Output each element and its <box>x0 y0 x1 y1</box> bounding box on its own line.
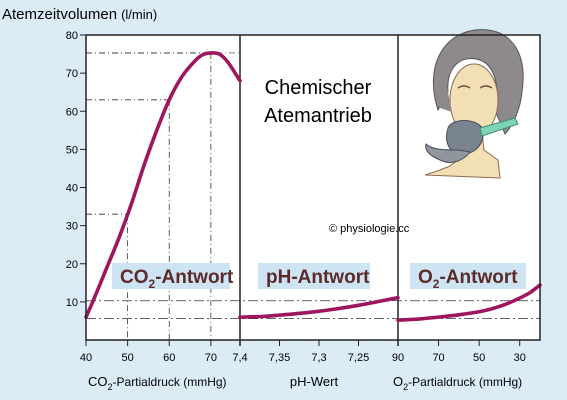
ph-response-curve <box>238 295 400 319</box>
co2-antwort-label: CO2-Antwort <box>120 267 234 291</box>
y-axis: 80 70 60 50 40 30 20 10 <box>66 30 86 309</box>
ph-antwort-label: pH-Antwort <box>266 267 370 288</box>
o2-label-box <box>410 263 526 289</box>
copyright-text: © physiologie.cc <box>329 223 410 235</box>
x-tick-label: 70 <box>205 352 217 364</box>
y-tick-label: 40 <box>66 183 78 195</box>
panel-separators <box>239 35 399 346</box>
y-axis-title: Atemzeitvolumen (l/min) <box>2 6 157 23</box>
y-tick-label: 50 <box>66 144 78 156</box>
x-axis: 40 50 60 70 7,4 7,35 7,3 7,25 90 70 50 30 <box>80 340 526 364</box>
x-tick-label: 7,35 <box>269 352 290 364</box>
y-tick-label: 10 <box>66 297 78 309</box>
x-tick-label: 40 <box>80 352 92 364</box>
x-tick-label: 60 <box>163 352 175 364</box>
x-tick-label: 70 <box>432 352 444 364</box>
x-tick-label: 7,25 <box>348 352 369 364</box>
co2-x-axis-title: CO2-Partialdruck (mmHg) <box>88 374 227 392</box>
y-tick-label: 80 <box>66 30 78 42</box>
o2-response-curve <box>396 283 542 322</box>
x-tick-label: 30 <box>514 352 526 364</box>
x-tick-label: 50 <box>473 352 485 364</box>
y-tick-label: 30 <box>66 221 78 233</box>
y-tick-label: 70 <box>66 68 78 80</box>
chart-title-line-1: Chemischer <box>265 77 372 99</box>
ph-label-box <box>258 263 370 289</box>
co2-label-box <box>112 263 230 289</box>
ph-x-axis-title: pH-Wert <box>290 374 339 389</box>
plot-frame <box>85 34 541 341</box>
co2-response-curve <box>84 51 242 319</box>
o2-x-axis-title: O2-Partialdruck (mmHg) <box>393 374 522 392</box>
y-tick-label: 20 <box>66 259 78 271</box>
o2-antwort-label: O2-Antwort <box>418 267 518 291</box>
person-with-oxygen-mask-icon <box>424 29 524 179</box>
x-tick-label: 50 <box>121 352 133 364</box>
x-tick-label: 90 <box>392 352 404 364</box>
chart-title-line-2: Atemantrieb <box>264 105 372 127</box>
curves <box>84 51 542 322</box>
guide-lines <box>86 52 540 340</box>
y-tick-label: 60 <box>66 106 78 118</box>
x-tick-label: 7,3 <box>311 352 326 364</box>
x-tick-label: 7,4 <box>232 352 247 364</box>
